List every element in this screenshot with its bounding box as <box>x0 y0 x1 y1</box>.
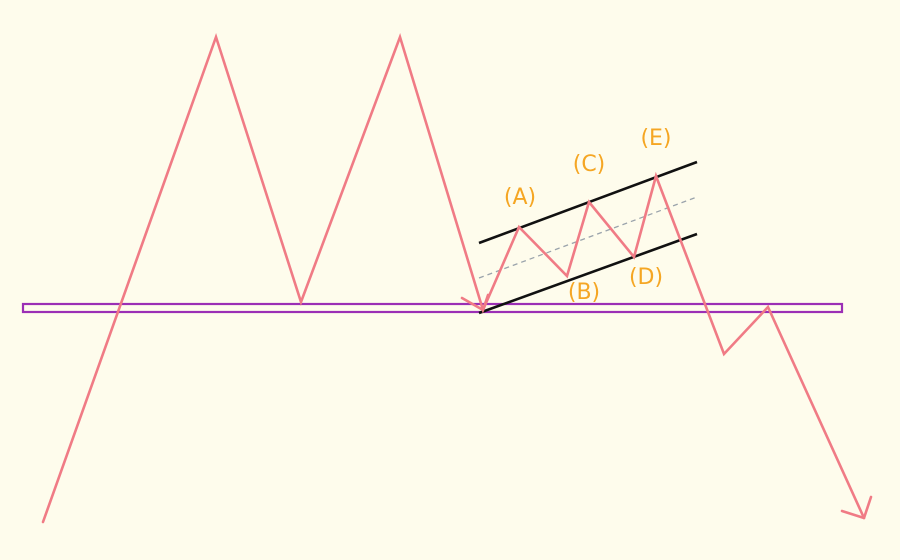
wave-label-a: (A) <box>504 185 536 210</box>
breakdown-arrowhead-icon <box>840 495 873 520</box>
wave-label-c: (C) <box>573 152 606 177</box>
wave-label-e: (E) <box>640 126 671 151</box>
dip-arrowhead-icon <box>460 293 490 312</box>
channel-mid-line <box>478 196 698 279</box>
neckline-zone <box>21 302 844 314</box>
channel-lower-line <box>478 232 698 315</box>
wave-label-d: (D) <box>629 265 663 290</box>
price-path-line <box>41 32 866 524</box>
wave-label-b: (B) <box>568 280 600 305</box>
